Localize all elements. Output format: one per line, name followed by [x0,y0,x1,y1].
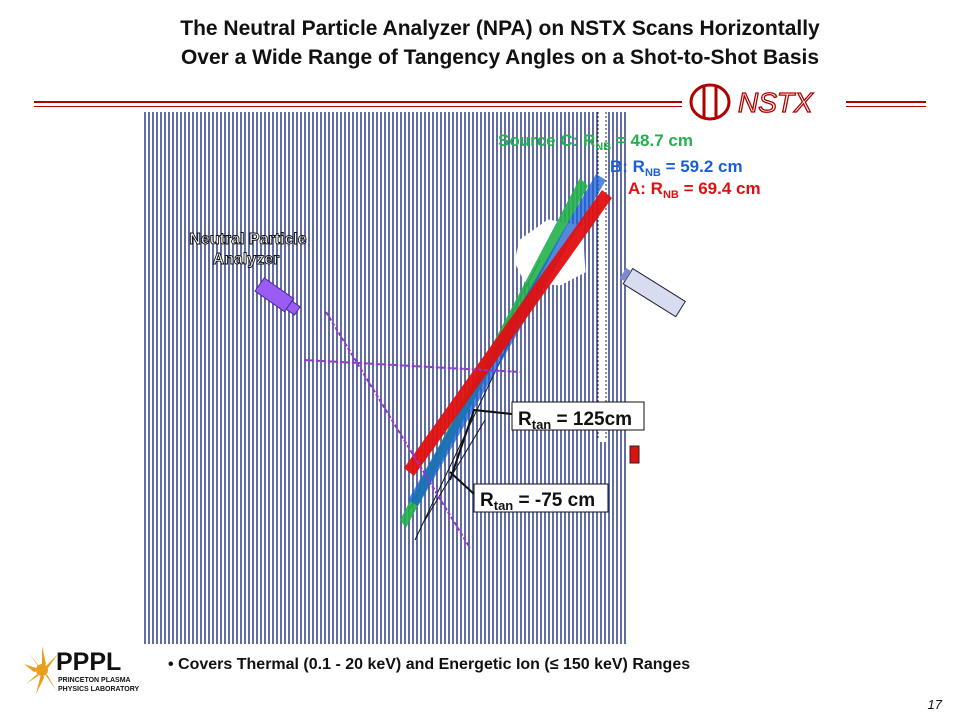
pppl-logo-subtext-2: PHYSICS LABORATORY [58,686,139,693]
svg-text:Rtan = 125cm: Rtan = 125cm [518,409,632,432]
title-line-1: The Neutral Particle Analyzer (NPA) on N… [180,17,820,40]
pppl-logo-text: PPPL [56,648,121,676]
page-number: 17 [927,697,942,712]
rtan-125-prefix: R [518,409,532,430]
bullet-dot: • [168,656,179,673]
npa-sightline-horizontal [303,359,521,373]
header-rule-right-thin [846,106,926,107]
beam-source-a [404,190,612,476]
svg-text:Rtan = -75 cm: Rtan = -75 cm [480,490,595,513]
rtan-125-label: Rtan = 125cm [511,401,645,432]
slide-title: The Neutral Particle Analyzer (NPA) on N… [60,14,940,72]
rtan-75-prefix: R [480,490,494,511]
npa-sightline-diagonal [325,311,471,549]
title-line-2: Over a Wide Range of Tangency Angles on … [180,46,820,69]
nstx-logo: NSTX [689,83,815,121]
header-rule-right [846,101,926,103]
source-a-label: A: RNB = 69.4 cm [628,179,761,201]
header-rule-left [34,101,682,103]
hatched-panel [142,112,628,644]
panel-gap [598,112,606,442]
source-b-label: B: RNB = 59.2 cm [610,157,743,179]
rtan-75-arrow [449,471,475,495]
source-c-label: Source C: RNB = 48.7 cm [498,131,693,153]
probe-port [619,267,686,318]
header-rule-left-thin [34,106,682,107]
pppl-logo: PPPL PRINCETON PLASMA PHYSICS LABORATORY [24,646,139,694]
rtan-75-sub: tan [494,498,514,513]
pppl-logo-subtext-1: PRINCETON PLASMA [58,677,131,684]
npa-label-line-1: Neutral Particle [189,231,306,248]
npa-instrument [254,277,301,316]
rtan-125-value: = 125cm [551,409,632,430]
npa-label-line-2: Analyzer [213,251,280,268]
marker-box [629,445,640,464]
rtan-75-value: = -75 cm [513,490,595,511]
nstx-logo-text: NSTX [738,87,814,118]
rtan-75-label: Rtan = -75 cm [473,483,609,513]
bullet-text: Covers Thermal (0.1 - 20 keV) and Energe… [178,656,691,673]
rtan-125-sub: tan [532,417,552,432]
rtan-125-arrow [449,408,513,481]
bullet-item: • Covers Thermal (0.1 - 20 keV) and Ener… [168,656,690,674]
